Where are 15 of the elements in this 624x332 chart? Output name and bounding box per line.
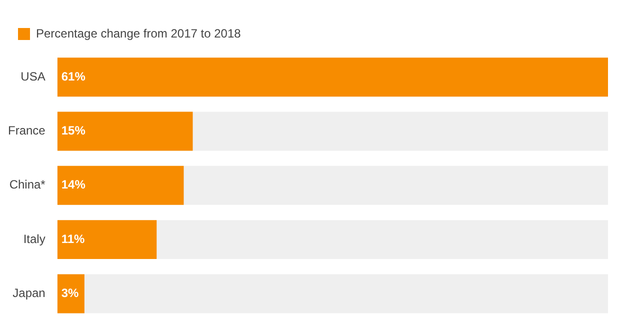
bar (57, 166, 184, 205)
y-tick-label: Japan (12, 286, 46, 300)
bar (57, 274, 84, 314)
legend-label: Percentage change from 2017 to 2018 (36, 26, 242, 40)
y-tick-label: China* (9, 178, 46, 192)
data-label: 11% (61, 232, 86, 246)
y-tick-label: Italy (23, 232, 46, 246)
bar (57, 220, 157, 260)
data-label: 15% (61, 124, 86, 138)
y-tick-label: USA (20, 69, 46, 84)
data-label: 61% (61, 69, 86, 84)
data-label: 14% (61, 178, 86, 192)
bar (57, 112, 193, 151)
data-label: 3% (61, 286, 80, 300)
y-tick-label: France (8, 124, 46, 138)
